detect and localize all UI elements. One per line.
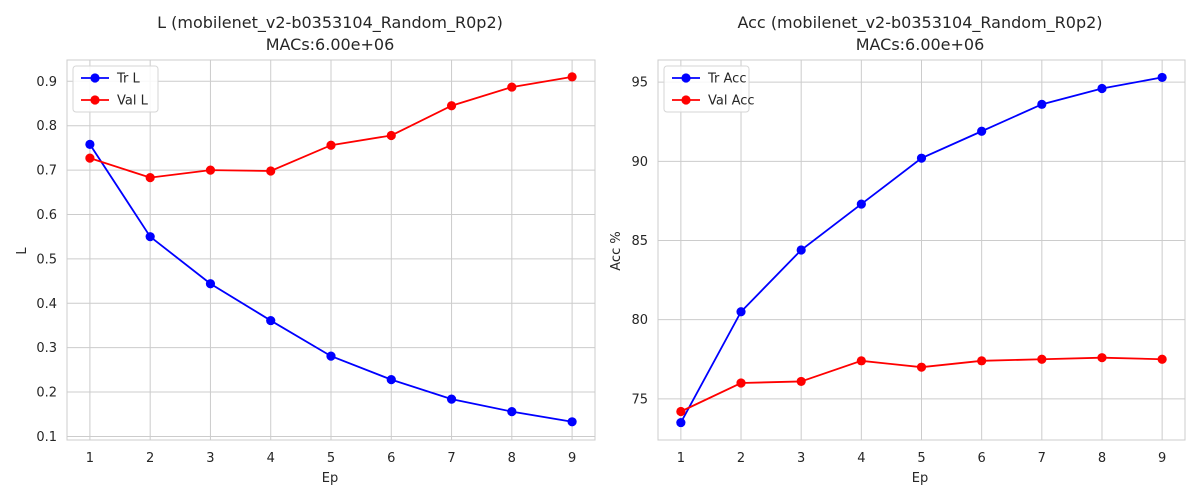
accuracy-chart-x-tick-label: 9: [1158, 451, 1166, 466]
loss-chart-data-point-val-l: [145, 173, 155, 183]
loss-chart-data-point-tr-l: [326, 351, 336, 361]
accuracy-chart-data-point-tr-acc: [1157, 72, 1167, 83]
accuracy-chart-data-point-val-acc: [736, 378, 746, 388]
accuracy-chart-data-point-tr-acc: [1097, 83, 1107, 94]
loss-chart-data-point-tr-l: [507, 406, 517, 417]
loss-chart-y-tick-label: 0.9: [36, 75, 57, 90]
loss-chart-data-point-val-l: [205, 165, 216, 175]
loss-chart-data-point-val-l: [446, 101, 457, 111]
loss-chart-data-point-val-l: [386, 130, 396, 141]
accuracy-chart-data-point-tr-acc: [736, 307, 746, 317]
accuracy-chart-data-point-val-acc: [1037, 354, 1047, 364]
accuracy-chart-x-tick-label: 3: [797, 451, 805, 466]
accuracy-chart-title: Acc (mobilenet_v2-b0353104_Random_R0p2): [737, 13, 1102, 33]
accuracy-chart-x-tick-label: 1: [677, 451, 685, 466]
loss-chart-x-tick-label: 4: [267, 451, 275, 466]
loss-chart-y-tick-label: 0.6: [36, 208, 57, 223]
loss-chart-data-point-val-l: [266, 166, 276, 176]
loss-chart-data-point-tr-l: [567, 417, 577, 427]
accuracy-chart-data-point-tr-acc: [676, 417, 686, 428]
accuracy-chart-plot-frame: [657, 59, 1186, 441]
accuracy-chart-x-tick-label: 5: [917, 451, 925, 466]
accuracy-chart-data-point-tr-acc: [977, 126, 987, 136]
loss-chart-legend-marker-tr-l: [90, 73, 100, 83]
accuracy-chart-data-point-val-acc: [676, 406, 686, 417]
loss-chart-data-point-val-l: [85, 153, 95, 163]
loss-chart: L (mobilenet_v2-b0353104_Random_R0p2) MA…: [15, 13, 596, 486]
loss-chart-subtitle: MACs:6.00e+06: [266, 35, 395, 54]
accuracy-chart-data-point-tr-acc: [916, 153, 927, 163]
accuracy-chart-x-tick-label: 7: [1038, 451, 1046, 466]
loss-chart-y-tick-label: 0.2: [36, 386, 57, 401]
accuracy-chart-legend-label-val-acc: Val Acc: [708, 94, 755, 109]
accuracy-chart-legend-marker-val-acc: [681, 95, 691, 105]
loss-chart-title: L (mobilenet_v2-b0353104_Random_R0p2): [157, 13, 503, 33]
accuracy-chart-data-point-val-acc: [856, 356, 866, 366]
accuracy-chart: Acc (mobilenet_v2-b0353104_Random_R0p2) …: [609, 13, 1186, 486]
accuracy-chart-data-point-val-acc: [1157, 354, 1167, 364]
accuracy-chart-y-tick-label: 90: [631, 155, 648, 170]
accuracy-chart-y-axis-label: Acc %: [609, 231, 624, 270]
accuracy-chart-x-tick-label: 6: [978, 451, 986, 466]
loss-chart-data-point-tr-l: [205, 279, 216, 289]
loss-chart-x-tick-label: 9: [568, 451, 576, 466]
accuracy-chart-data-point-val-acc: [1097, 353, 1107, 363]
loss-chart-x-tick-label: 7: [447, 451, 455, 466]
loss-chart-x-tick-label: 2: [146, 451, 154, 466]
loss-chart-plot-frame: [66, 59, 596, 441]
loss-chart-data-point-tr-l: [446, 394, 457, 404]
loss-chart-legend-label-val-l: Val L: [117, 94, 149, 109]
loss-chart-data-point-val-l: [326, 140, 336, 150]
loss-chart-x-tick-label: 1: [86, 451, 94, 466]
accuracy-chart-subtitle: MACs:6.00e+06: [856, 35, 985, 54]
loss-chart-y-tick-label: 0.8: [36, 119, 57, 134]
loss-chart-y-tick-label: 0.1: [36, 430, 57, 445]
loss-chart-data-point-val-l: [507, 82, 517, 92]
loss-chart-y-tick-label: 0.4: [36, 297, 57, 312]
loss-chart-y-tick-label: 0.3: [36, 341, 57, 356]
loss-chart-data-point-tr-l: [85, 139, 95, 149]
loss-chart-data-point-tr-l: [386, 375, 396, 385]
loss-chart-y-tick-label: 0.5: [36, 252, 57, 267]
accuracy-chart-x-tick-label: 4: [857, 451, 865, 466]
loss-chart-x-tick-label: 6: [387, 451, 395, 466]
loss-chart-x-tick-label: 8: [508, 451, 516, 466]
loss-chart-x-tick-label: 3: [206, 451, 214, 466]
loss-chart-legend-marker-val-l: [90, 95, 100, 105]
loss-chart-data-point-tr-l: [266, 315, 276, 326]
loss-chart-x-axis-label: Ep: [322, 471, 338, 486]
accuracy-chart-data-point-val-acc: [977, 356, 987, 366]
accuracy-chart-data-point-tr-acc: [796, 245, 806, 255]
accuracy-chart-legend-marker-tr-acc: [681, 73, 691, 83]
accuracy-chart-legend-label-tr-acc: Tr Acc: [707, 72, 746, 87]
accuracy-chart-y-tick-label: 95: [631, 76, 648, 91]
accuracy-chart-y-tick-label: 80: [631, 313, 648, 328]
accuracy-chart-data-point-val-acc: [916, 362, 927, 372]
accuracy-chart-data-point-tr-acc: [856, 199, 866, 209]
loss-chart-data-point-tr-l: [145, 232, 155, 242]
accuracy-chart-y-tick-label: 85: [631, 234, 648, 249]
accuracy-chart-x-tick-label: 8: [1098, 451, 1106, 466]
loss-chart-legend-label-tr-l: Tr L: [116, 72, 141, 87]
accuracy-chart-y-tick-label: 75: [631, 392, 648, 407]
loss-chart-y-tick-label: 0.7: [36, 164, 57, 179]
accuracy-chart-data-point-val-acc: [796, 376, 806, 387]
loss-chart-y-axis-label: L: [15, 247, 30, 255]
loss-chart-x-tick-label: 5: [327, 451, 335, 466]
accuracy-chart-x-axis-label: Ep: [912, 471, 928, 486]
accuracy-chart-x-tick-label: 2: [737, 451, 745, 466]
accuracy-chart-data-point-tr-acc: [1037, 99, 1047, 109]
loss-chart-data-point-val-l: [567, 72, 577, 82]
